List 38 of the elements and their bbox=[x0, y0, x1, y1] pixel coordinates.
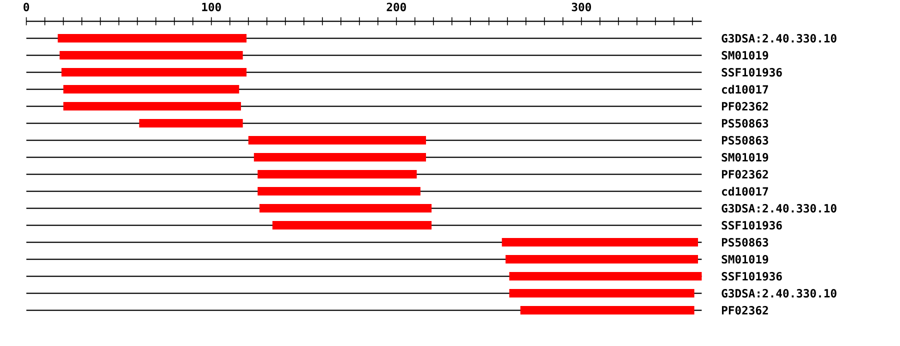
y-tick-label: G3DSA:2.40.330.10 bbox=[722, 204, 836, 213]
y-tick-label: SSF101936 bbox=[722, 68, 782, 77]
bar bbox=[509, 289, 694, 298]
bar bbox=[61, 68, 247, 77]
y-tick-label: PF02362 bbox=[722, 170, 768, 179]
bar bbox=[248, 136, 426, 145]
bar bbox=[502, 238, 698, 247]
bar bbox=[520, 306, 694, 315]
bar bbox=[272, 221, 432, 230]
bar bbox=[259, 204, 432, 213]
bar bbox=[258, 170, 417, 179]
y-tick-label: cd10017 bbox=[722, 186, 768, 196]
bar bbox=[58, 34, 247, 43]
y-tick-label: PF02362 bbox=[722, 102, 768, 111]
y-tick-label: SSF101936 bbox=[722, 220, 782, 230]
y-tick-label: G3DSA:2.40.330.10 bbox=[722, 289, 836, 298]
y-tick-label: G3DSA:2.40.330.10 bbox=[722, 34, 836, 43]
y-tick-label: SSF101936 bbox=[722, 272, 782, 281]
bar bbox=[254, 153, 426, 162]
x-tick-label: 0 bbox=[24, 2, 30, 12]
y-tick-label: PS50863 bbox=[722, 119, 768, 128]
x-tick-label: 100 bbox=[202, 2, 221, 12]
y-tick-label: SM01019 bbox=[722, 152, 768, 162]
x-tick-label: 200 bbox=[386, 2, 406, 12]
x-tick-label: 300 bbox=[572, 2, 591, 12]
bar bbox=[60, 51, 243, 60]
y-tick-label: PS50863 bbox=[722, 238, 768, 247]
bar bbox=[63, 102, 241, 111]
y-tick-label: SM01019 bbox=[722, 254, 768, 264]
bar bbox=[258, 187, 420, 196]
y-tick-label: SM01019 bbox=[722, 50, 768, 60]
bar bbox=[63, 85, 240, 94]
y-tick-label: PF02362 bbox=[722, 306, 768, 315]
y-tick-label: PS50863 bbox=[722, 136, 768, 145]
bar bbox=[139, 119, 243, 128]
y-tick-label: cd10017 bbox=[722, 84, 768, 94]
bar bbox=[509, 272, 702, 281]
bar bbox=[506, 255, 698, 264]
